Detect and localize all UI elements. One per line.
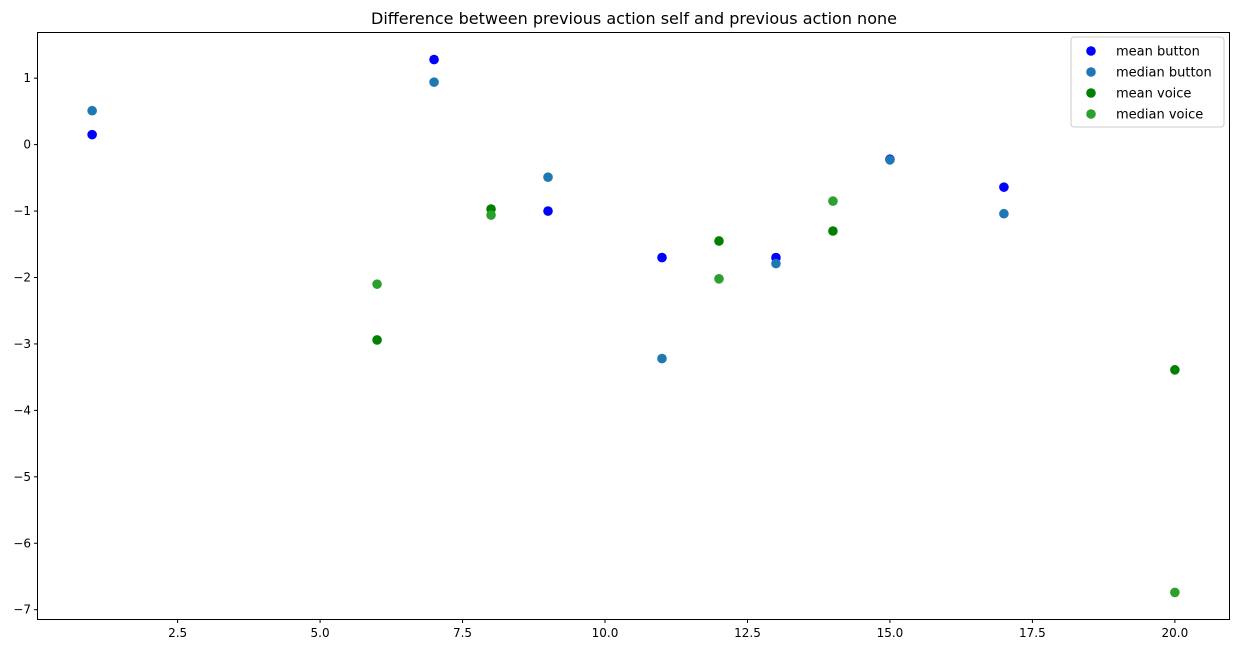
point-mean-button xyxy=(429,54,439,65)
plot-area-frame xyxy=(37,32,1230,620)
y-tick-label: −4 xyxy=(13,403,31,417)
legend-label-mean-voice: mean voice xyxy=(1116,87,1191,102)
legend: mean button median button mean voice median… xyxy=(1070,36,1225,128)
point-mean-voice xyxy=(372,335,382,345)
point-mean-voice xyxy=(714,236,724,246)
legend-marker-median-button xyxy=(1086,67,1096,77)
legend-marker-mean-voice xyxy=(1086,88,1096,98)
y-tick-label: 0 xyxy=(23,138,31,152)
legend-label-mean-button: mean button xyxy=(1116,45,1200,60)
x-tick-label: 2.5 xyxy=(168,626,187,640)
point-mean-button xyxy=(999,182,1009,192)
point-median-button xyxy=(999,208,1009,219)
y-tick-label: −3 xyxy=(13,337,31,351)
point-median-voice xyxy=(486,210,496,220)
legend-marker-mean-button xyxy=(1086,46,1096,56)
point-median-voice xyxy=(372,279,382,289)
x-tick-label: 12.5 xyxy=(734,626,761,640)
x-tick-label: 10.0 xyxy=(592,626,619,640)
x-tick-label: 20.0 xyxy=(1162,626,1189,640)
point-median-button xyxy=(657,353,667,364)
chart-title: Difference between previous action self … xyxy=(371,9,897,28)
point-median-button xyxy=(543,172,553,182)
point-mean-button xyxy=(657,252,667,263)
y-axis-ticks: 1 0 −1 −2 −3 −4 −5 −6 −7 xyxy=(13,71,38,617)
legend-label-median-voice: median voice xyxy=(1116,108,1203,123)
legend-label-median-button: median button xyxy=(1116,66,1212,81)
x-axis-ticks: 2.5 5.0 7.5 10.0 12.5 15.0 17.5 20.0 xyxy=(168,619,1188,640)
y-tick-label: 1 xyxy=(23,71,31,85)
point-mean-voice xyxy=(1170,365,1180,375)
y-tick-label: −2 xyxy=(13,270,31,284)
point-median-voice xyxy=(828,196,838,206)
y-tick-label: −1 xyxy=(13,204,31,218)
legend-marker-median-voice xyxy=(1086,109,1096,119)
x-tick-label: 5.0 xyxy=(311,626,330,640)
point-median-button xyxy=(429,77,439,87)
y-tick-label: −6 xyxy=(13,536,31,550)
y-tick-label: −5 xyxy=(13,470,31,484)
point-median-button xyxy=(885,155,895,165)
x-tick-label: 17.5 xyxy=(1019,626,1046,640)
point-median-button xyxy=(87,105,97,116)
x-tick-label: 7.5 xyxy=(453,626,472,640)
data-points xyxy=(87,54,1180,598)
point-median-voice xyxy=(714,274,724,284)
point-median-button xyxy=(771,258,781,269)
point-mean-button xyxy=(543,206,553,216)
point-mean-button xyxy=(87,129,97,140)
y-tick-label: −7 xyxy=(13,603,31,617)
x-tick-label: 15.0 xyxy=(877,626,904,640)
point-mean-voice xyxy=(828,226,838,236)
point-median-voice xyxy=(1170,587,1180,598)
legend-box xyxy=(1070,36,1225,128)
